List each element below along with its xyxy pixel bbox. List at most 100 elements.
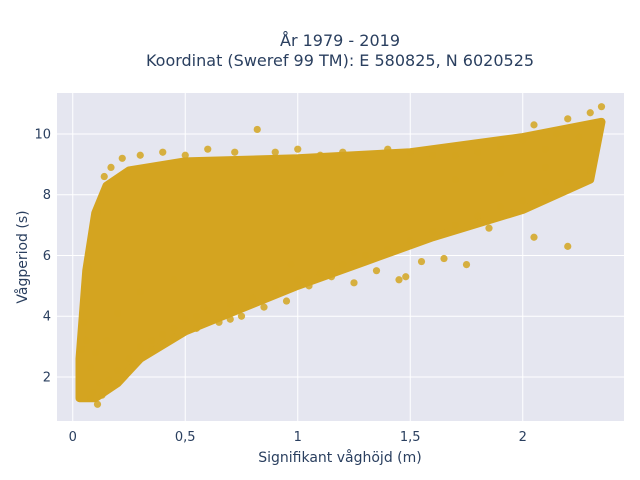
data-point <box>204 306 212 314</box>
data-point <box>231 148 239 156</box>
data-point <box>170 276 178 284</box>
point-cloud-region <box>75 117 606 403</box>
data-point <box>84 264 93 272</box>
y-tick-label: 2 <box>43 370 51 385</box>
x-axis-title: Signifikant våghöjd (m) <box>258 449 421 466</box>
data-point <box>406 236 414 244</box>
data-point <box>451 151 459 159</box>
data-point <box>316 151 324 159</box>
y-tick-label: 10 <box>34 128 51 143</box>
chart-title-line-2: Koordinat (Sweref 99 TM): E 580825, N 60… <box>146 51 534 70</box>
data-point <box>226 315 234 323</box>
x-tick-label: 2 <box>519 430 527 445</box>
data-point <box>451 175 459 184</box>
data-point <box>316 270 324 278</box>
y-tick-label: 8 <box>43 188 51 203</box>
data-point <box>136 342 144 351</box>
data-point <box>93 400 102 408</box>
data-point <box>451 221 459 229</box>
data-point <box>417 257 426 266</box>
data-point <box>440 254 448 263</box>
data-point <box>519 197 527 205</box>
data-point <box>125 355 133 363</box>
data-point <box>305 282 313 290</box>
data-point <box>98 391 106 399</box>
x-tick-label: 0,5 <box>175 430 196 445</box>
data-point <box>82 336 90 345</box>
data-point <box>271 148 279 156</box>
data-point <box>339 148 347 156</box>
data-point <box>136 151 144 159</box>
chart-title-line-1: År 1979 - 2019 <box>280 31 400 50</box>
data-point <box>136 288 144 296</box>
data-point <box>87 394 95 402</box>
x-tick-label: 0 <box>69 430 77 445</box>
data-point <box>181 315 189 323</box>
data-point <box>350 279 358 287</box>
data-point <box>105 376 113 384</box>
data-point <box>496 169 504 178</box>
data-point <box>294 145 302 153</box>
data-point <box>192 324 201 332</box>
data-point <box>118 154 126 162</box>
y-tick-label: 4 <box>43 310 51 325</box>
data-point <box>287 260 295 269</box>
data-point <box>204 145 212 153</box>
x-tick-label: 1,5 <box>400 430 421 445</box>
data-point <box>78 346 86 354</box>
data-point <box>485 224 493 232</box>
data-point <box>327 273 336 281</box>
data-point <box>350 248 358 257</box>
data-point <box>541 145 549 153</box>
data-point <box>93 209 102 217</box>
data-point <box>107 163 115 172</box>
data-point <box>597 103 606 111</box>
data-point <box>129 361 138 369</box>
data-point <box>96 379 104 387</box>
data-point <box>564 115 572 123</box>
data-point <box>586 166 594 175</box>
data-point <box>575 133 583 141</box>
data-point <box>372 267 381 275</box>
data-point <box>384 245 392 254</box>
y-tick-label: 6 <box>43 249 51 264</box>
data-point <box>361 151 369 159</box>
data-point <box>102 336 111 345</box>
data-point <box>294 276 302 284</box>
data-point <box>170 333 178 342</box>
data-point <box>192 312 201 320</box>
tick-labels: 0 0,5 1 1,5 2 2 4 6 8 10 <box>34 128 526 446</box>
data-point <box>215 318 223 326</box>
data-point <box>496 142 504 150</box>
data-point <box>226 300 234 308</box>
data-point <box>91 349 99 357</box>
data-point <box>147 336 156 345</box>
data-point <box>159 330 167 339</box>
data-point <box>384 145 392 153</box>
data-point <box>474 148 482 156</box>
data-point <box>530 121 538 129</box>
data-point <box>507 209 516 217</box>
data-point <box>541 163 549 172</box>
y-axis-title: Vågperiod (s) <box>14 210 31 303</box>
data-point <box>402 273 410 281</box>
data-point <box>147 346 156 354</box>
data-point <box>429 151 437 159</box>
data-point <box>406 148 414 156</box>
data-point <box>181 151 189 159</box>
data-point <box>282 297 291 305</box>
data-point <box>564 242 572 250</box>
data-point <box>530 233 538 241</box>
data-point <box>159 148 167 156</box>
data-point <box>87 364 95 372</box>
data-point <box>89 388 97 396</box>
data-points <box>78 103 606 408</box>
data-point <box>253 125 261 134</box>
data-point <box>271 285 279 293</box>
data-point <box>474 212 482 220</box>
data-point <box>361 251 369 260</box>
data-point <box>496 203 504 211</box>
data-point <box>541 188 549 196</box>
data-point <box>114 367 122 375</box>
